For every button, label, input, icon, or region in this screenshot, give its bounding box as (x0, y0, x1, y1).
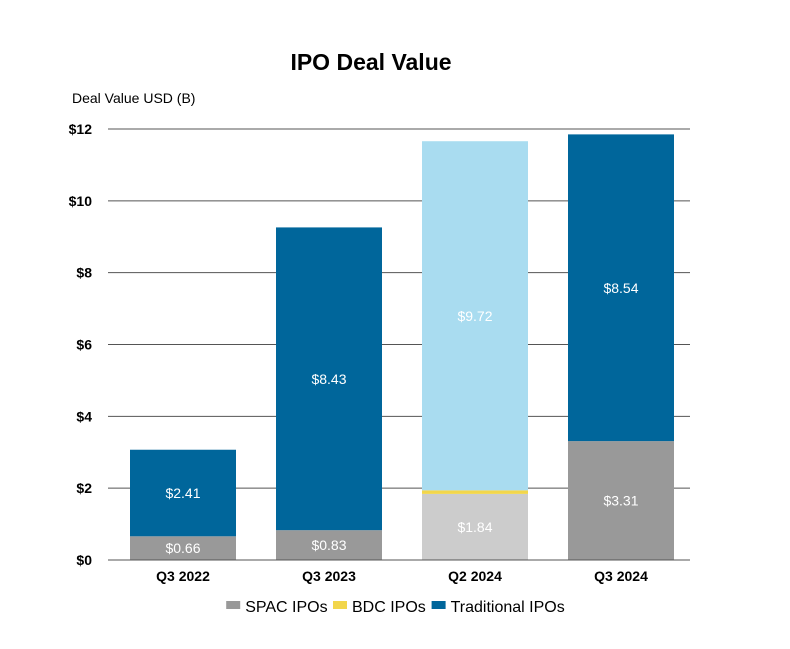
x-tick-label: Q2 2024 (448, 568, 502, 584)
y-tick-label: $2 (76, 480, 92, 496)
legend-label: BDC IPOs (352, 599, 426, 616)
y-tick-label: $4 (76, 408, 92, 424)
data-label: $8.54 (603, 280, 638, 296)
bar-segment (422, 490, 528, 494)
bars: $0.66$2.41$0.83$8.43$1.84$0.10$9.72$3.31… (108, 134, 690, 561)
y-axis-label: Deal Value USD (B) (72, 90, 195, 106)
data-label: $8.43 (311, 371, 346, 387)
bar-segment (422, 493, 528, 560)
bar-segment (130, 536, 236, 560)
legend-swatch (431, 601, 446, 609)
legend-label: Traditional IPOs (451, 599, 565, 616)
chart-title: IPO Deal Value (290, 49, 451, 75)
y-tick-label: $8 (76, 265, 92, 281)
x-tick-label: Q3 2024 (594, 568, 648, 584)
legend: SPAC IPOs BDC IPOs Traditional IPOs (226, 599, 565, 616)
bar-segment (276, 227, 382, 531)
data-label: $0.66 (165, 540, 200, 556)
bar-segment (568, 134, 674, 442)
data-label: $2.41 (165, 485, 200, 501)
data-label: $9.72 (457, 308, 492, 324)
legend-swatch (333, 601, 347, 609)
bar-segment (130, 449, 236, 537)
data-label: $3.31 (603, 493, 638, 509)
bar-segment (568, 441, 674, 560)
bar-segment (276, 530, 382, 560)
legend-swatch (226, 601, 241, 609)
y-axis-ticks: $0 $2 $4 $6 $8 $10 $12 (69, 121, 93, 568)
bar-segment (422, 141, 528, 491)
y-tick-label: $10 (69, 193, 93, 209)
x-axis-ticks: Q3 2022 Q3 2023 Q2 2024 Q3 2024 (156, 568, 648, 584)
x-tick-label: Q3 2023 (302, 568, 356, 584)
data-label: $1.84 (457, 519, 492, 535)
y-tick-label: $6 (76, 337, 92, 353)
y-tick-label: $0 (76, 552, 92, 568)
data-label: $0.83 (311, 537, 346, 553)
legend-label: SPAC IPOs (245, 599, 327, 616)
x-tick-label: Q3 2022 (156, 568, 210, 584)
y-tick-label: $12 (69, 121, 93, 137)
